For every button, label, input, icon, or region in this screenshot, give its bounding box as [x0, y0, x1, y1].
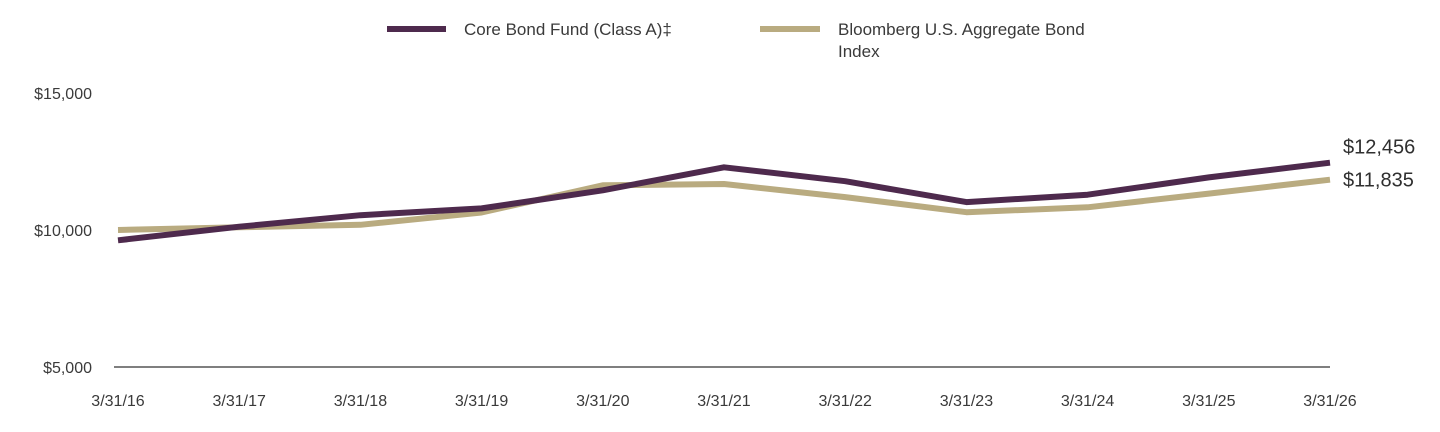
y-tick-label: $5,000 — [43, 360, 92, 377]
x-tick-label: 3/31/22 — [819, 393, 872, 410]
x-tick-label: 3/31/20 — [576, 393, 629, 410]
legend-label-bloomberg-index: Bloomberg U.S. Aggregate Bond Index — [838, 20, 1089, 61]
end-label-bloomberg-index: $11,835 — [1343, 170, 1414, 192]
y-tick-label: $15,000 — [34, 86, 92, 103]
series-lines — [117, 159, 1331, 244]
x-tick-label: 3/31/16 — [91, 393, 144, 410]
x-tick-label: 3/31/17 — [213, 393, 266, 410]
legend-label-core-bond-fund: Core Bond Fund (Class A)‡ — [464, 20, 672, 39]
end-value-labels: $12,456 $11,835 — [1343, 137, 1415, 192]
legend-label-bloomberg-line-1: Bloomberg U.S. Aggregate Bond — [838, 20, 1085, 39]
x-axis-ticks: 3/31/16 3/31/17 3/31/18 3/31/19 3/31/20 3/31/… — [91, 393, 1356, 410]
x-tick-label: 3/31/21 — [697, 393, 750, 410]
legend: Core Bond Fund (Class A)‡ Bloomberg U.S.… — [387, 20, 1089, 61]
y-axis-ticks: $15,000 $10,000 $5,000 — [34, 86, 92, 377]
end-label-core-bond-fund: $12,456 — [1343, 137, 1415, 159]
series-line-core-bond-fund — [117, 159, 1331, 244]
y-tick-label: $10,000 — [34, 223, 92, 240]
x-tick-label: 3/31/23 — [940, 393, 993, 410]
x-tick-label: 3/31/26 — [1303, 393, 1356, 410]
x-tick-label: 3/31/24 — [1061, 393, 1114, 410]
legend-label-bloomberg-line-2: Index — [838, 42, 880, 61]
x-tick-label: 3/31/25 — [1182, 393, 1235, 410]
series-line-bloomberg-index — [117, 176, 1331, 233]
x-tick-label: 3/31/19 — [455, 393, 508, 410]
x-tick-label: 3/31/18 — [334, 393, 387, 410]
